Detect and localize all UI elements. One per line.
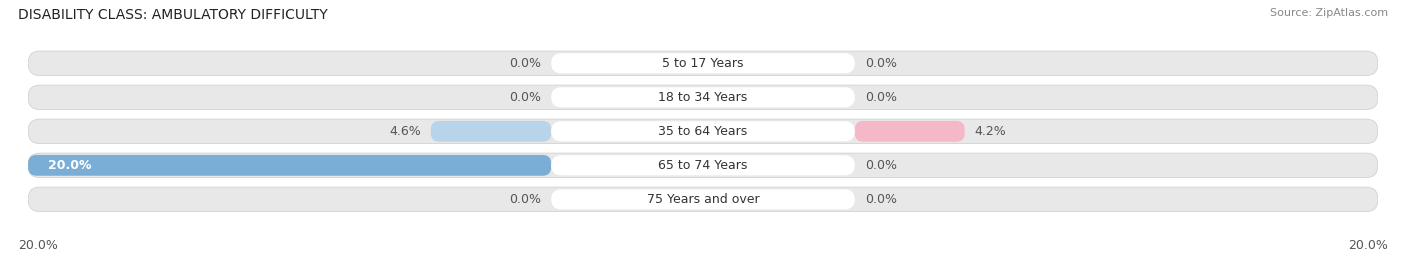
Text: 20.0%: 20.0%: [1348, 239, 1388, 252]
Text: 0.0%: 0.0%: [509, 91, 541, 104]
Text: 0.0%: 0.0%: [865, 193, 897, 206]
Text: 0.0%: 0.0%: [865, 91, 897, 104]
Text: 4.2%: 4.2%: [974, 125, 1007, 138]
Text: Source: ZipAtlas.com: Source: ZipAtlas.com: [1270, 8, 1388, 18]
FancyBboxPatch shape: [28, 51, 1378, 76]
Text: 20.0%: 20.0%: [18, 239, 58, 252]
Text: 0.0%: 0.0%: [509, 57, 541, 70]
FancyBboxPatch shape: [28, 187, 1378, 212]
FancyBboxPatch shape: [28, 85, 1378, 110]
FancyBboxPatch shape: [430, 121, 551, 142]
FancyBboxPatch shape: [551, 189, 855, 209]
Text: 18 to 34 Years: 18 to 34 Years: [658, 91, 748, 104]
FancyBboxPatch shape: [551, 53, 855, 73]
Text: 4.6%: 4.6%: [389, 125, 420, 138]
FancyBboxPatch shape: [28, 119, 1378, 144]
Text: 20.0%: 20.0%: [48, 159, 91, 172]
FancyBboxPatch shape: [28, 153, 1378, 178]
FancyBboxPatch shape: [551, 87, 855, 107]
Text: 65 to 74 Years: 65 to 74 Years: [658, 159, 748, 172]
FancyBboxPatch shape: [855, 121, 965, 142]
Text: 35 to 64 Years: 35 to 64 Years: [658, 125, 748, 138]
FancyBboxPatch shape: [551, 121, 855, 141]
Text: 5 to 17 Years: 5 to 17 Years: [662, 57, 744, 70]
Text: 0.0%: 0.0%: [865, 57, 897, 70]
FancyBboxPatch shape: [28, 155, 551, 176]
Text: 0.0%: 0.0%: [509, 193, 541, 206]
Text: 0.0%: 0.0%: [865, 159, 897, 172]
FancyBboxPatch shape: [551, 155, 855, 175]
Text: 75 Years and over: 75 Years and over: [647, 193, 759, 206]
Text: DISABILITY CLASS: AMBULATORY DIFFICULTY: DISABILITY CLASS: AMBULATORY DIFFICULTY: [18, 8, 328, 22]
